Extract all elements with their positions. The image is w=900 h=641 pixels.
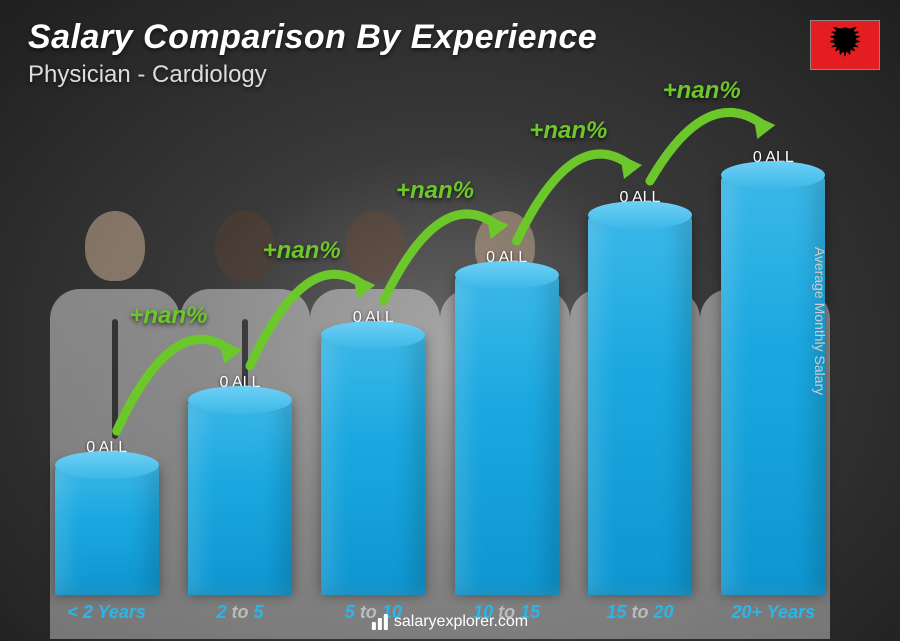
bar-5 bbox=[721, 175, 825, 595]
bar-slot-1: 0 ALL bbox=[179, 374, 300, 595]
bar-3 bbox=[455, 275, 559, 595]
bar-slot-2: 0 ALL bbox=[313, 309, 434, 595]
bar-chart: 0 ALL 0 ALL 0 ALL 0 ALL 0 ALL 0 ALL bbox=[40, 95, 840, 595]
logo-bars-icon bbox=[372, 614, 388, 630]
x-label-4: 15 to 20 bbox=[579, 602, 700, 623]
bar-slot-4: 0 ALL bbox=[579, 189, 700, 595]
chart-header: Salary Comparison By Experience Physicia… bbox=[28, 18, 597, 89]
footer-site: salaryexplorer.com bbox=[394, 613, 528, 631]
bar-1 bbox=[188, 400, 292, 595]
chart-title: Salary Comparison By Experience bbox=[28, 18, 597, 57]
chart-subtitle: Physician - Cardiology bbox=[28, 61, 597, 89]
bar-2 bbox=[321, 335, 425, 595]
country-flag bbox=[810, 20, 880, 70]
y-axis-label: Average Monthly Salary bbox=[812, 246, 828, 394]
albania-eagle-icon bbox=[827, 25, 863, 65]
bar-0 bbox=[55, 465, 159, 595]
footer-logo: salaryexplorer.com bbox=[372, 613, 528, 631]
bar-slot-0: 0 ALL bbox=[46, 439, 167, 595]
x-label-5: 20+ Years bbox=[713, 602, 834, 623]
bar-4 bbox=[588, 215, 692, 595]
x-label-1: 2 to 5 bbox=[179, 602, 300, 623]
x-label-0: < 2 Years bbox=[46, 602, 167, 623]
bar-slot-3: 0 ALL bbox=[446, 249, 567, 595]
